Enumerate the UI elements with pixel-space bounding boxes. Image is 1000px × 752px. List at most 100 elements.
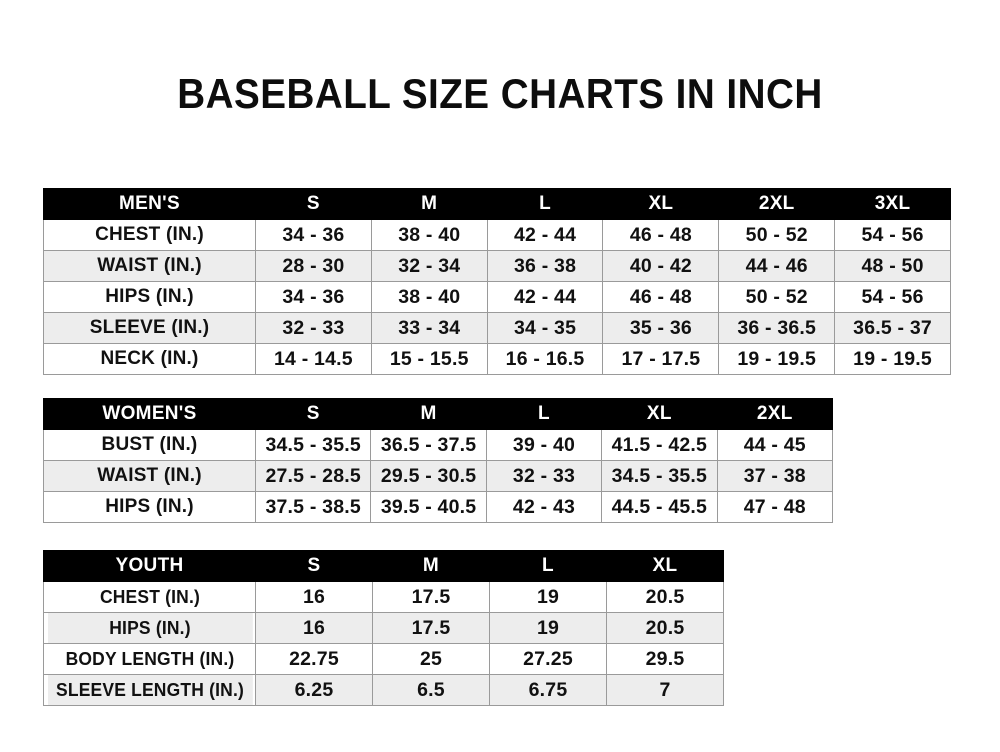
mens-cell: 36.5 - 37 (834, 312, 951, 344)
youth-header-size-l: L (489, 550, 607, 582)
youth-cell: 6.75 (489, 674, 607, 706)
womens-header-size-s: S (254, 398, 372, 430)
mens-header-row: MEN'S S M L XL 2XL 3XL (43, 188, 951, 220)
mens-table-body: CHEST (IN.) 34 - 36 38 - 40 42 - 44 46 - 48 5… (43, 219, 951, 375)
mens-cell: 48 - 50 (834, 250, 951, 282)
youth-header-size-m: M (372, 550, 490, 582)
womens-header-size-l: L (485, 398, 603, 430)
mens-cell: 28 - 30 (255, 250, 372, 282)
mens-header-size-2xl: 2XL (718, 188, 836, 220)
mens-cell: 54 - 56 (834, 281, 951, 313)
youth-size-table: YOUTH S M L XL CHEST (IN.) 16 17.5 19 20.5 HIPS (… (43, 550, 724, 706)
youth-row-label: SLEEVE LENGTH (IN.) (46, 674, 253, 706)
youth-header-title: YOUTH (43, 550, 256, 582)
youth-header-size-xl: XL (606, 550, 724, 582)
mens-cell: 38 - 40 (370, 219, 488, 251)
table-row: HIPS (IN.) 16 17.5 19 20.5 (44, 612, 724, 644)
mens-cell: 35 - 36 (602, 312, 720, 344)
youth-cell: 16 (255, 612, 373, 644)
mens-cell: 32 - 33 (255, 312, 372, 344)
youth-cell: 22.75 (255, 643, 373, 675)
womens-cell: 37.5 - 38.5 (254, 491, 372, 523)
mens-cell: 34 - 36 (255, 281, 372, 313)
mens-row-label: WAIST (IN.) (43, 250, 256, 282)
mens-row-label: HIPS (IN.) (43, 281, 256, 313)
youth-cell: 29.5 (606, 643, 724, 675)
youth-row-label: BODY LENGTH (IN.) (46, 643, 253, 675)
womens-cell: 42 - 43 (485, 491, 603, 523)
mens-cell: 36 - 36.5 (718, 312, 836, 344)
womens-header-size-xl: XL (601, 398, 718, 430)
youth-row-label: CHEST (IN.) (46, 581, 253, 613)
mens-cell: 15 - 15.5 (370, 343, 488, 375)
youth-header-size-s: S (255, 550, 373, 582)
mens-header-size-l: L (486, 188, 604, 220)
table-row: CHEST (IN.) 16 17.5 19 20.5 (44, 581, 724, 613)
mens-cell: 16 - 16.5 (486, 343, 604, 375)
mens-cell: 38 - 40 (370, 281, 488, 313)
youth-cell: 6.5 (372, 674, 490, 706)
womens-row-label: WAIST (IN.) (43, 460, 256, 492)
table-row: HIPS (IN.) 34 - 36 38 - 40 42 - 44 46 - 48 50… (43, 281, 951, 313)
mens-size-table-block: MEN'S S M L XL 2XL 3XL CHEST (IN.) 34 - 36 38 - … (43, 188, 951, 375)
youth-table-head: YOUTH S M L XL (43, 550, 724, 582)
mens-row-label: SLEEVE (IN.) (43, 312, 256, 344)
mens-cell: 46 - 48 (602, 219, 720, 251)
womens-cell: 39.5 - 40.5 (370, 491, 487, 523)
table-row: CHEST (IN.) 34 - 36 38 - 40 42 - 44 46 - 48 5… (43, 219, 951, 251)
mens-cell: 50 - 52 (718, 281, 836, 313)
table-row: SLEEVE LENGTH (IN.) 6.25 6.5 6.75 7 (44, 674, 724, 706)
womens-row-label: BUST (IN.) (43, 429, 256, 461)
youth-table-body: CHEST (IN.) 16 17.5 19 20.5 HIPS (IN.) 16 17.5 1… (44, 581, 724, 706)
womens-header-row: WOMEN'S S M L XL 2XL (43, 398, 834, 430)
mens-row-label: CHEST (IN.) (43, 219, 256, 251)
womens-cell: 37 - 38 (716, 460, 834, 492)
womens-cell: 29.5 - 30.5 (370, 460, 487, 492)
youth-cell: 17.5 (372, 581, 490, 613)
mens-cell: 50 - 52 (718, 219, 836, 251)
youth-header-row: YOUTH S M L XL (43, 550, 724, 582)
mens-cell: 14 - 14.5 (255, 343, 372, 375)
womens-header-size-m: M (370, 398, 487, 430)
womens-cell: 34.5 - 35.5 (254, 429, 372, 461)
mens-header-size-xl: XL (602, 188, 720, 220)
mens-cell: 40 - 42 (602, 250, 720, 282)
womens-cell: 27.5 - 28.5 (254, 460, 372, 492)
table-row: NECK (IN.) 14 - 14.5 15 - 15.5 16 - 16.5 17 … (43, 343, 951, 375)
womens-cell: 34.5 - 35.5 (601, 460, 718, 492)
mens-table-head: MEN'S S M L XL 2XL 3XL (43, 188, 951, 220)
page-title: BASEBALL SIZE CHARTS IN INCH (177, 70, 823, 117)
womens-cell: 39 - 40 (485, 429, 603, 461)
mens-cell: 44 - 46 (718, 250, 836, 282)
mens-size-table: MEN'S S M L XL 2XL 3XL CHEST (IN.) 34 - 36 38 - … (43, 188, 951, 375)
youth-row-label: HIPS (IN.) (46, 612, 253, 644)
youth-cell: 25 (372, 643, 490, 675)
womens-cell: 36.5 - 37.5 (370, 429, 487, 461)
mens-cell: 17 - 17.5 (602, 343, 720, 375)
youth-cell: 16 (255, 581, 373, 613)
table-row: WAIST (IN.) 28 - 30 32 - 34 36 - 38 40 - 42 4… (43, 250, 951, 282)
mens-header-size-s: S (255, 188, 372, 220)
womens-row-label: HIPS (IN.) (43, 491, 256, 523)
mens-cell: 32 - 34 (370, 250, 488, 282)
mens-cell: 33 - 34 (370, 312, 488, 344)
mens-cell: 54 - 56 (834, 219, 951, 251)
womens-cell: 41.5 - 42.5 (601, 429, 718, 461)
womens-cell: 47 - 48 (716, 491, 834, 523)
mens-header-title: MEN'S (43, 188, 256, 220)
womens-cell: 32 - 33 (485, 460, 603, 492)
table-row: BUST (IN.) 34.5 - 35.5 36.5 - 37.5 39 - 40 4… (43, 429, 834, 461)
youth-cell: 6.25 (255, 674, 373, 706)
mens-cell: 19 - 19.5 (718, 343, 836, 375)
mens-cell: 19 - 19.5 (834, 343, 951, 375)
youth-cell: 20.5 (606, 581, 724, 613)
mens-cell: 42 - 44 (486, 219, 604, 251)
womens-cell: 44 - 45 (716, 429, 834, 461)
youth-cell: 27.25 (489, 643, 607, 675)
mens-cell: 46 - 48 (602, 281, 720, 313)
womens-table-body: BUST (IN.) 34.5 - 35.5 36.5 - 37.5 39 - 40 4… (43, 429, 834, 523)
youth-cell: 17.5 (372, 612, 490, 644)
youth-cell: 20.5 (606, 612, 724, 644)
womens-cell: 44.5 - 45.5 (601, 491, 718, 523)
